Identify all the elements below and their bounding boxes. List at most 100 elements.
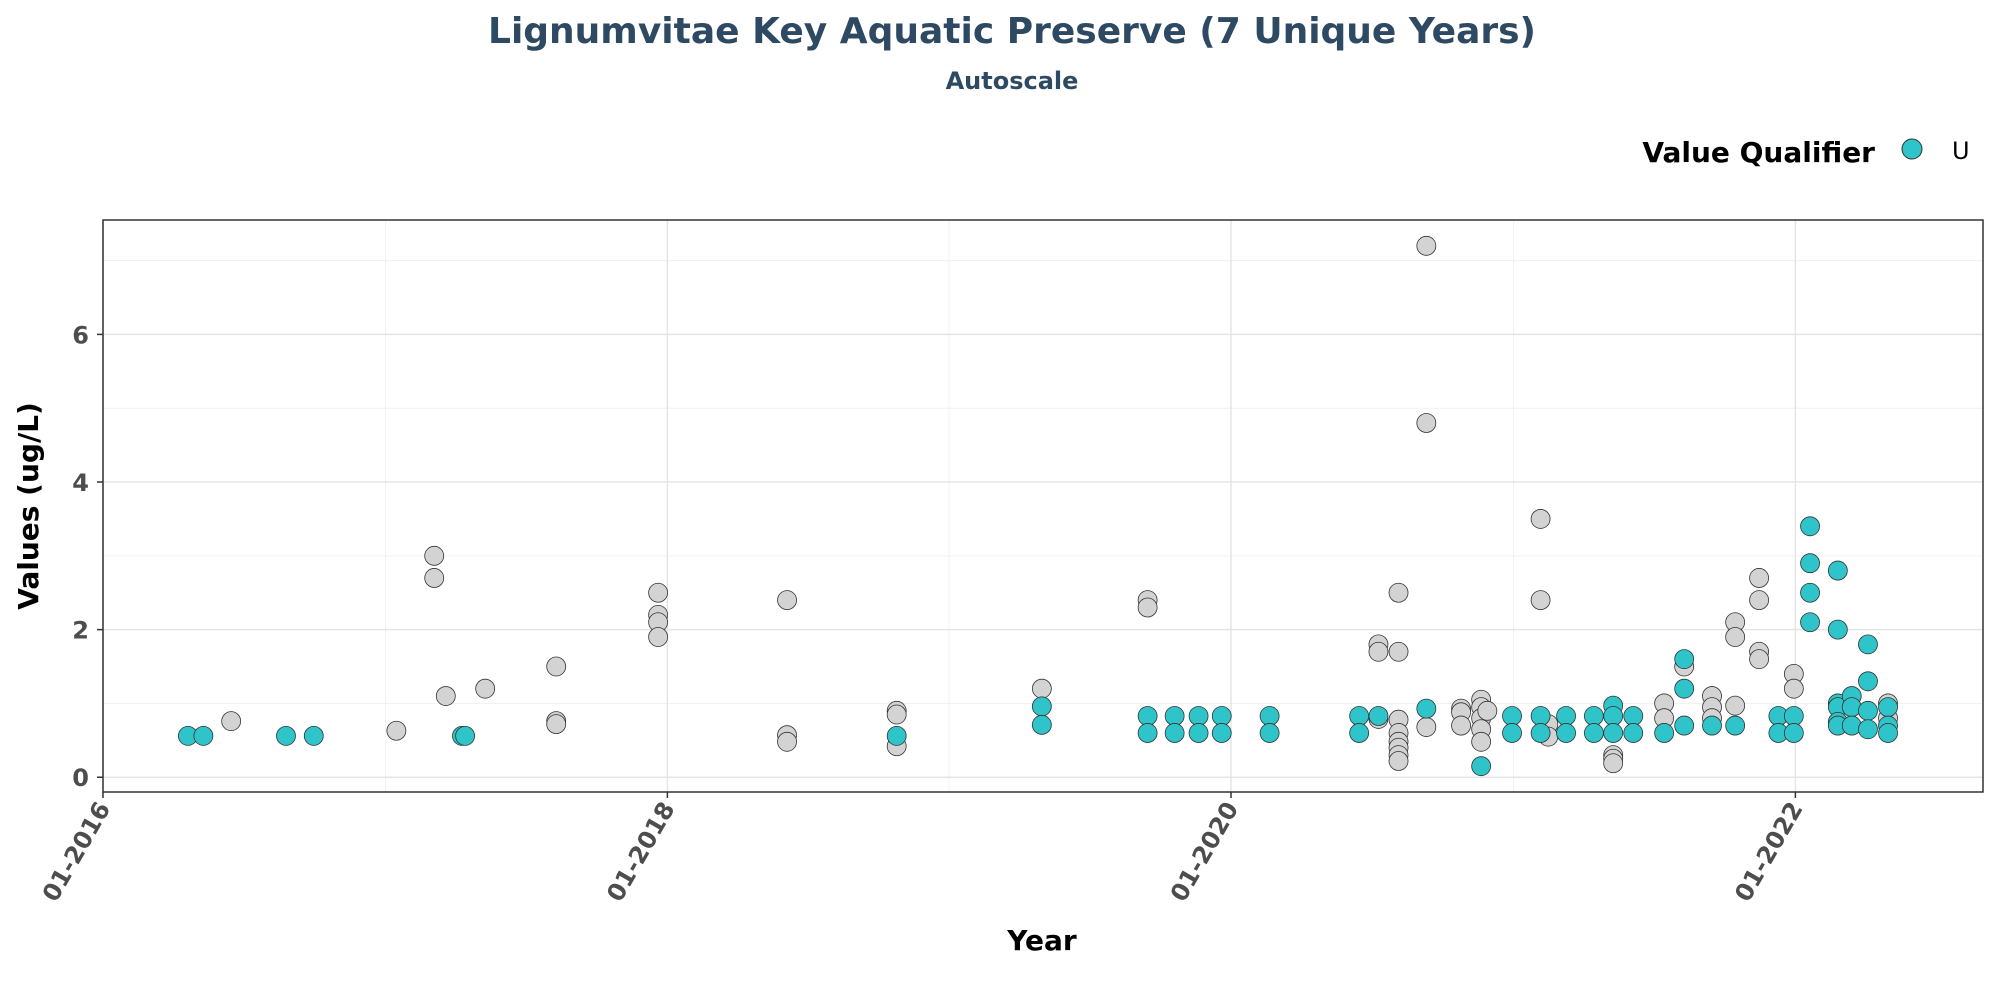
data-point-u [1164, 706, 1185, 726]
data-point-u [1502, 706, 1522, 726]
data-point-u [1259, 706, 1280, 726]
data-point [386, 720, 407, 741]
data-point [1416, 413, 1437, 433]
data-point-u [276, 726, 296, 746]
data-point [1477, 700, 1498, 721]
legend: Value Qualifier U [1642, 136, 1969, 169]
data-point-u [1800, 582, 1820, 603]
y-tick-label: 2 [72, 617, 89, 645]
data-point [1388, 751, 1409, 771]
data-point-u [1858, 700, 1878, 721]
y-axis-title: Values (ug/L) [12, 402, 45, 610]
data-point-u [1623, 723, 1644, 743]
data-point [777, 731, 797, 752]
data-point-u [1188, 706, 1209, 726]
data-point [1749, 590, 1769, 611]
plot-frame [102, 219, 1984, 793]
data-point-u [455, 726, 476, 746]
data-point [1388, 582, 1409, 603]
data-point [1416, 717, 1437, 737]
data-point-u [1137, 706, 1158, 726]
data-point [1031, 678, 1052, 699]
data-point-u [1858, 634, 1878, 655]
x-axis-title: Year [1006, 924, 1077, 957]
data-point [1603, 753, 1624, 774]
data-point [1530, 590, 1551, 611]
data-point-u [1603, 706, 1624, 726]
data-point [886, 704, 907, 725]
data-point [1416, 235, 1437, 256]
data-point-u [1800, 553, 1820, 574]
data-point-u [1031, 696, 1052, 717]
data-point-u [1031, 714, 1052, 735]
data-point-u [1188, 723, 1209, 743]
data-point-u [1502, 723, 1522, 743]
data-point [424, 568, 445, 588]
data-point [1749, 649, 1769, 670]
data-point-u [1725, 715, 1746, 736]
data-point [1368, 641, 1389, 662]
y-tick-label: 0 [72, 764, 89, 792]
data-point-u [1674, 715, 1695, 736]
data-point-u [1800, 516, 1820, 537]
data-point-u [1674, 649, 1695, 670]
data-points [178, 235, 1898, 777]
data-point-u [1841, 715, 1862, 736]
data-point [1725, 627, 1746, 647]
data-point-u [1878, 697, 1898, 718]
data-point-u [1349, 706, 1370, 726]
data-point [475, 678, 496, 699]
data-point-u [1416, 698, 1437, 719]
data-point-u [1783, 706, 1804, 726]
data-point-u [1556, 706, 1576, 726]
data-point-u [1800, 612, 1820, 633]
data-point-u [1858, 719, 1878, 740]
data-point-u [303, 726, 324, 746]
data-point-u [1841, 697, 1862, 718]
data-point-u [1211, 706, 1232, 726]
chart-subtitle: Autoscale [946, 67, 1079, 95]
data-point-u [1858, 671, 1878, 692]
data-point [1388, 641, 1409, 662]
y-tick-label: 4 [72, 469, 89, 497]
data-point [221, 711, 242, 732]
legend-swatch-u [1901, 138, 1923, 160]
data-point [435, 686, 456, 706]
data-point [1783, 678, 1804, 699]
data-point-u [1583, 706, 1604, 726]
data-point-u [1530, 706, 1551, 726]
data-point [1471, 731, 1492, 752]
data-point-u [193, 726, 214, 746]
data-point-u [1259, 723, 1280, 743]
data-point [424, 545, 445, 566]
data-point-u [1530, 723, 1551, 743]
data-point-u [1368, 706, 1389, 726]
data-point-u [1556, 723, 1576, 743]
data-point [1137, 597, 1158, 618]
data-point-u [1783, 723, 1804, 743]
data-point-u [1623, 706, 1644, 726]
data-point-u [886, 726, 907, 746]
data-point-u [1471, 756, 1492, 777]
data-point [1725, 695, 1746, 716]
data-point-u [1654, 723, 1675, 743]
data-point-u [1827, 619, 1848, 640]
data-point-u [1603, 723, 1624, 743]
data-point [1530, 509, 1551, 529]
data-point-u [1702, 715, 1722, 736]
data-point [546, 656, 567, 677]
data-point-u [1164, 723, 1185, 743]
data-point-u [1349, 723, 1370, 743]
data-point [1749, 568, 1769, 588]
data-point [546, 714, 567, 734]
data-point-u [1583, 723, 1604, 743]
legend-label-u: U [1952, 137, 1970, 165]
data-point [777, 590, 797, 611]
data-point-u [1827, 560, 1848, 581]
chart-title: Lignumvitae Key Aquatic Preserve (7 Uniq… [488, 11, 1536, 52]
y-tick-label: 6 [72, 321, 89, 349]
data-point-u [1211, 723, 1232, 743]
data-point-u [1674, 678, 1695, 699]
data-point [648, 582, 669, 603]
